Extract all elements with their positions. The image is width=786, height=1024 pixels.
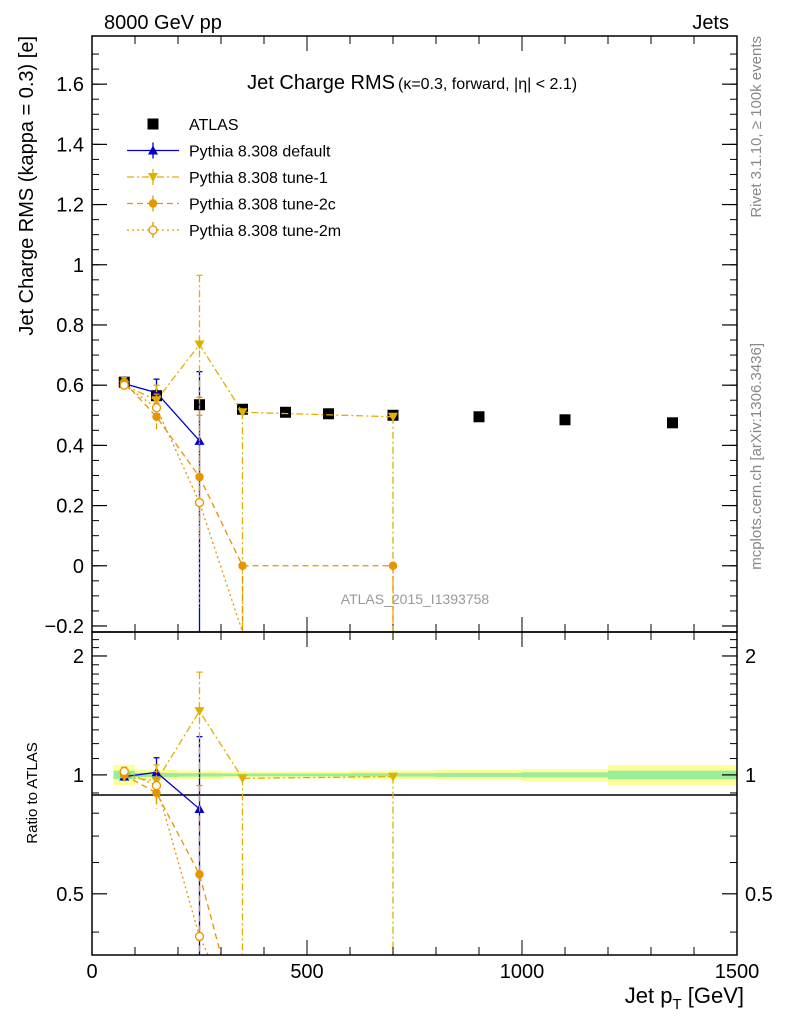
ratio-ytick-label: 0.5 (56, 884, 84, 906)
main-pythia-8-308-tune-2m-point (194, 497, 205, 508)
x-tick-label: 1000 (500, 961, 545, 983)
x-tick-label: 500 (290, 961, 323, 983)
main-subtitle: (κ=0.3, forward, |η| < 2.1) (398, 76, 577, 93)
watermark: ATLAS_2015_I1393758 (341, 591, 490, 607)
main-atlas-point (280, 406, 291, 418)
ratio-pythia-8-308-tune-2m-point (119, 766, 129, 777)
main-series-layer (118, 274, 678, 633)
main-atlas-point (473, 411, 485, 423)
legend-atlas-label: ATLAS (189, 117, 239, 134)
main-pythia-8-308-tune-2c-point (195, 472, 204, 482)
ratio-series-pythia-8-308-tune-2m (119, 766, 209, 956)
legend-pythia-8-308-tune-1-label: Pythia 8.308 tune-1 (189, 170, 328, 187)
main-ytick-label: 1.6 (56, 74, 84, 96)
ratio-pythia-8-308-tune-1-point (194, 707, 205, 717)
ratio-y-ticks: 0.5 0.5 1 1 2 2 (56, 639, 773, 933)
main-ytick-label: 1.2 (56, 195, 84, 217)
legend-pythia-8-308-default-marker (148, 145, 158, 155)
ratio-frame (91, 631, 738, 956)
ratio-pythia-8-308-tune-1-point (388, 772, 398, 782)
band-green-segment (307, 773, 350, 777)
ratio-ytick-label: 2 (73, 646, 84, 668)
main-ytick-label: 0.6 (56, 375, 84, 397)
main-pythia-8-308-tune-2c-point (152, 412, 161, 422)
legend-pythia-8-308-tune-2c-label: Pythia 8.308 tune-2c (189, 197, 336, 214)
main-ytick-label: 1.4 (56, 134, 84, 156)
band-green-segment (522, 772, 608, 778)
ratio-pythia-8-308-tune-1-point (237, 774, 248, 784)
rivet-label: Rivet 3.1.10, ≥ 100k events (748, 36, 765, 218)
main-ylabel: Jet Charge RMS (kappa = 0.3) [e] (16, 36, 38, 336)
main-title: Jet Charge RMS (247, 72, 395, 94)
main-pythia-8-308-tune-1-line (123, 343, 394, 418)
main-ytick-label: 0.8 (56, 315, 84, 337)
x-axis-ticks: 0 500 1000 1500 (86, 632, 759, 983)
ratio-pythia-8-308-tune-2c-line (123, 774, 222, 956)
legend-pythia-8-308-default-label: Pythia 8.308 default (189, 144, 331, 161)
main-pythia-8-308-tune-2m-point (151, 403, 162, 413)
main-panel: −0.2 0 0.2 0.4 0.6 0.8 1 1.2 1.4 1.6 Jet Charge R… (16, 35, 738, 638)
main-ytick-label: 1 (73, 255, 84, 277)
main-pythia-8-308-tune-2c-point (238, 561, 247, 571)
main-pythia-8-308-tune-1-point (388, 412, 398, 422)
ratio-pythia-8-308-tune-2m-line (123, 770, 209, 956)
header-left: 8000 GeV pp (104, 12, 222, 34)
main-y-ticks: −0.2 0 0.2 0.4 0.6 0.8 1 1.2 1.4 1.6 (45, 36, 738, 638)
ratio-pythia-8-308-tune-1-line (124, 709, 394, 782)
main-ytick-label: 0.4 (56, 435, 84, 457)
legend-pythia-8-308-tune-2m-label: Pythia 8.308 tune-2m (189, 223, 341, 240)
main-series-pythia-8-308-tune-1 (119, 274, 398, 632)
ratio-ytick-label-right: 0.5 (745, 884, 773, 906)
main-pythia-8-308-tune-1-point (237, 408, 248, 418)
mcplots-label: mcplots.cern.ch [arXiv:1306.3436] (748, 343, 765, 570)
main-pythia-8-308-tune-2m-line (123, 384, 244, 633)
band-green-segment (608, 770, 737, 780)
ratio-pythia-8-308-tune-2m-point (194, 931, 205, 942)
band-green-segment (264, 773, 307, 777)
main-ytick-label: 0 (73, 556, 84, 578)
ratio-series-pythia-8-308-tune-2c (120, 770, 222, 956)
x-tick-label: 1500 (715, 961, 760, 983)
ratio-ytick-label: 1 (73, 765, 84, 787)
ratio-uncertainty-band (113, 764, 737, 786)
legend-pythia-8-308-tune-2c-marker (148, 199, 158, 208)
main-series-pythia-8-308-default (119, 370, 205, 632)
x-axis-title: Jet pT [GeV] (625, 983, 744, 1013)
main-atlas-point (559, 414, 571, 426)
ratio-pythia-8-308-tune-2c-point (195, 870, 204, 879)
legend-atlas-marker (147, 118, 159, 130)
ratio-panel: 0.5 0.5 1 1 2 2 Ratio to ATLAS 0 500 1000 1500 J… (24, 631, 773, 1013)
legend-pythia-8-308-tune-1-marker (148, 173, 158, 182)
ratio-ytick-label-right: 2 (745, 646, 756, 668)
ratio-series-pythia-8-308-tune-1 (119, 671, 398, 955)
main-series-atlas (118, 376, 678, 429)
ratio-ylabel: Ratio to ATLAS (24, 742, 41, 843)
main-atlas-point (667, 417, 678, 429)
main-pythia-8-308-tune-2c-point (388, 561, 398, 571)
header-right: Jets (692, 12, 729, 34)
ratio-series-layer (119, 671, 398, 956)
legend-pythia-8-308-tune-2m-marker (148, 225, 158, 235)
band-green-segment (436, 772, 522, 777)
ratio-ytick-label-right: 1 (745, 765, 756, 787)
main-pythia-8-308-tune-1-point (194, 340, 205, 350)
main-series-pythia-8-308-tune-2m (119, 380, 244, 633)
ratio-pythia-8-308-tune-2m-point (151, 780, 162, 791)
legend: ATLAS Pythia 8.308 default Pythia 8.308 tu… (127, 117, 341, 240)
main-ytick-label: −0.2 (45, 616, 84, 638)
main-atlas-point (323, 408, 334, 420)
main-pythia-8-308-tune-2c-line (123, 381, 393, 567)
main-pythia-8-308-tune-2m-point (119, 380, 129, 390)
main-ytick-label: 0.2 (56, 496, 84, 518)
x-tick-label: 0 (86, 961, 97, 983)
